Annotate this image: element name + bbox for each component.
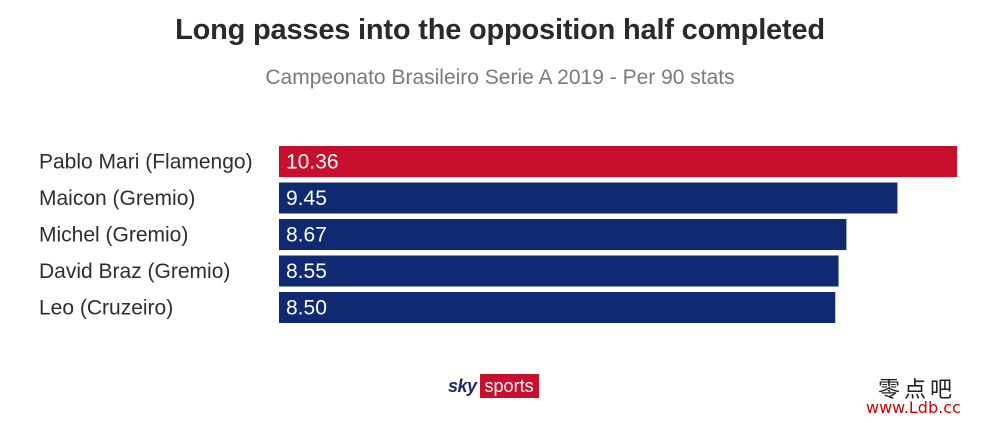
- value-label-2: 8.67: [286, 224, 327, 247]
- bar-2: [279, 219, 847, 250]
- sports-logo-text: sports: [479, 374, 539, 398]
- value-label-0: 10.36: [286, 151, 339, 174]
- bar-4: [279, 292, 836, 323]
- category-label-0: Pablo Mari (Flamengo): [39, 151, 253, 174]
- value-label-4: 8.50: [286, 297, 327, 320]
- chart-title: Long passes into the opposition half com…: [175, 14, 825, 46]
- sky-logo-text: sky: [446, 374, 480, 398]
- category-label-4: Leo (Cruzeiro): [39, 297, 173, 320]
- watermark-chinese: 零点吧: [878, 378, 957, 403]
- value-label-3: 8.55: [286, 260, 327, 283]
- value-label-1: 9.45: [286, 187, 327, 210]
- chart-subtitle: Campeonato Brasileiro Serie A 2019 - Per…: [265, 66, 735, 89]
- sky-sports-logo: sky sports: [446, 374, 539, 398]
- category-label-3: David Braz (Gremio): [39, 260, 230, 283]
- bar-3: [279, 255, 839, 287]
- category-label-1: Maicon (Gremio): [39, 187, 195, 210]
- category-label-2: Michel (Gremio): [39, 224, 188, 247]
- bar-0: [279, 146, 957, 177]
- watermark-url: www.Ldb.cc: [866, 398, 961, 417]
- bar-1: [279, 182, 898, 214]
